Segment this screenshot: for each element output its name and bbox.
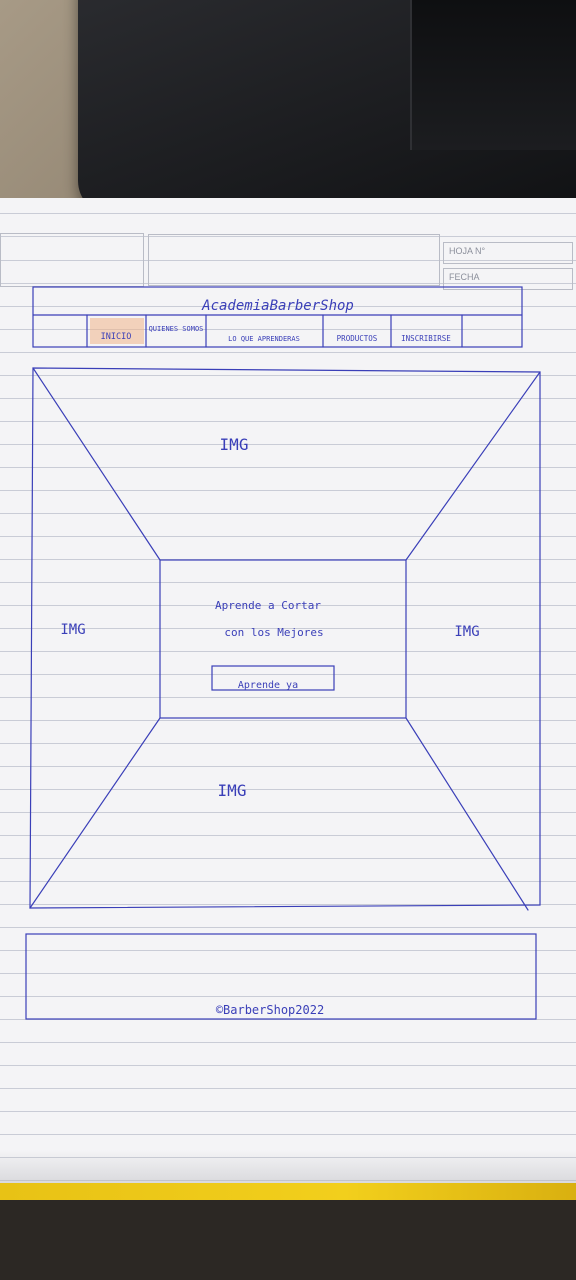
diagonal-bottom-left — [29, 717, 161, 909]
img-placeholder-left: IMG — [60, 622, 85, 638]
background-floor — [0, 1200, 576, 1280]
cta-button-label: Aprende ya — [238, 680, 298, 691]
notebook-cover-edge — [0, 1183, 576, 1201]
nav-item-lo-que-aprenderas: LO QUE APRENDERAS — [228, 335, 300, 343]
diagonal-top-right — [405, 371, 541, 561]
date-label: FECHA — [443, 268, 573, 290]
img-placeholder-top: IMG — [220, 435, 249, 454]
header-box-middle — [148, 234, 440, 286]
footer-copyright: ©BarberShop2022 — [216, 1003, 324, 1017]
nav-item-productos: PRODUCTOS — [337, 334, 378, 343]
diagonal-top-left — [32, 367, 161, 561]
cta-button-outline — [211, 665, 335, 691]
header-frame — [32, 286, 523, 348]
hero-frame — [29, 367, 541, 909]
img-placeholder-right: IMG — [454, 624, 479, 640]
diagonal-bottom-right — [405, 717, 529, 911]
footer-frame — [25, 933, 537, 1020]
site-title: AcademiaBarberShop — [201, 298, 354, 314]
nav-highlight-inicio — [90, 318, 144, 344]
hero-heading-line-1: Aprende a Cortar — [215, 599, 321, 612]
sheet-number-label: HOJA N° — [443, 242, 573, 264]
laptop-edge — [410, 0, 576, 150]
hero-inner-box — [159, 559, 407, 719]
nav-item-quienes-somos: QUIENES SOMOS — [149, 325, 204, 333]
nav-item-inicio: INICIO — [101, 332, 132, 342]
nav-item-inscribirse: INSCRIBIRSE — [401, 334, 451, 343]
img-placeholder-bottom: IMG — [218, 781, 247, 800]
hero-heading-line-2: con los Mejores — [224, 626, 323, 639]
notebook-page — [0, 198, 576, 1188]
